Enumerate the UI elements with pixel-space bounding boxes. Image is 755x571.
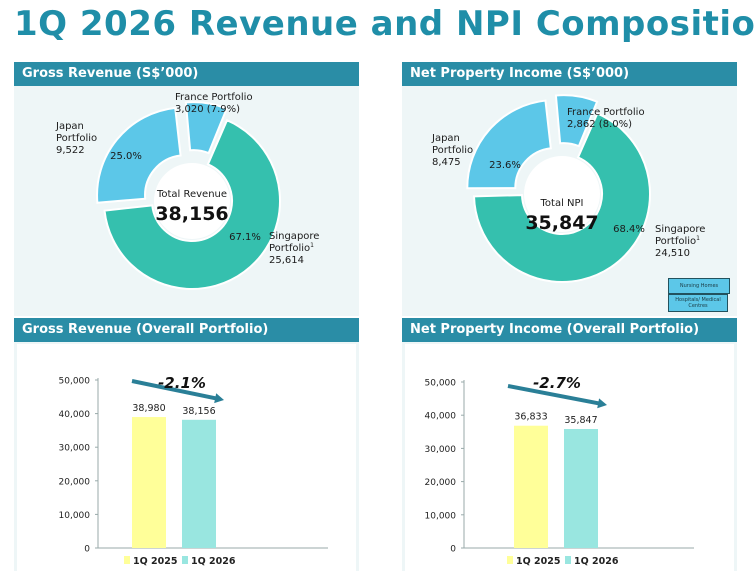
npi-bar-chart: 0 10,000 20,000 30,000 40,000 50,000 36,833 35,…	[425, 374, 694, 567]
singapore-slice	[103, 118, 281, 290]
center-label: Total NPI	[540, 198, 584, 209]
legend-swatch	[182, 556, 188, 564]
japan-slice	[466, 99, 552, 190]
legend-label: 1Q 2025	[133, 556, 177, 567]
bar-value-label: 38,156	[182, 406, 215, 417]
change-label: -2.1%	[158, 374, 206, 392]
trend-arrow-line	[507, 384, 602, 406]
npi-panel: Net Property Income (S$’000) Total NPI 35…	[402, 62, 737, 316]
singapore-value-label: 25,614	[269, 255, 304, 266]
page-title: 1Q 2026 Revenue and NPI Composition	[14, 4, 755, 44]
singapore-name-label: Portfolio1	[655, 235, 700, 247]
nursing-homes-legend: Nursing Homes	[668, 278, 730, 294]
donut-center	[154, 163, 230, 239]
trend-arrow-head	[597, 398, 607, 409]
france-name-label: France Portfolio	[567, 107, 645, 118]
gross-revenue-header: Gross Revenue (S$’000)	[14, 62, 359, 86]
legend-label: 1Q 2026	[574, 556, 619, 567]
trend-arrow-line	[131, 379, 219, 401]
y-tick-label: 10,000	[59, 511, 91, 521]
france-value-label: 3,020 (7.9%)	[175, 104, 240, 115]
singapore-percent-label: 68.4%	[613, 224, 645, 235]
japan-slice	[96, 106, 182, 204]
y-tick-label: 0	[450, 545, 456, 555]
center-value: 35,847	[525, 212, 598, 234]
npi-overall-header: Net Property Income (Overall Portfolio)	[402, 318, 737, 342]
bar-value-label: 38,980	[132, 403, 165, 414]
france-value-label: 2,862 (8.0%)	[567, 119, 632, 130]
singapore-name-label: Singapore	[655, 224, 705, 235]
gross-revenue-bar-chart: 0 10,000 20,000 30,000 40,000 50,000 38,980 38,…	[59, 374, 328, 567]
japan-name-label: Japan	[431, 133, 460, 144]
bar-1q-2025	[514, 425, 548, 548]
bar-1q-2026	[564, 428, 598, 548]
hospitals-legend: Hospitals/ Medical Centres	[668, 294, 728, 312]
gross-revenue-donut-chart: Total Revenue38,15667.1%25.0%SingaporePo…	[55, 92, 319, 290]
japan-name-label: Portfolio	[432, 145, 473, 156]
gross-revenue-overall-panel: Gross Revenue (Overall Portfolio) 0 10,00…	[14, 318, 359, 571]
center-label: Total Revenue	[156, 189, 227, 200]
y-tick-label: 0	[84, 545, 90, 555]
donut-center	[524, 156, 600, 232]
legend-swatch	[124, 556, 130, 564]
gross-revenue-overall-header: Gross Revenue (Overall Portfolio)	[14, 318, 359, 342]
bar-1q-2026	[182, 419, 216, 548]
bar-1q-2025	[132, 417, 166, 548]
singapore-slice	[473, 112, 651, 283]
japan-percent-label: 23.6%	[489, 160, 521, 171]
france-slice	[554, 94, 599, 148]
npi-header: Net Property Income (S$’000)	[402, 62, 737, 86]
y-tick-label: 50,000	[59, 377, 91, 387]
japan-value-label: 8,475	[432, 157, 461, 168]
y-tick-label: 30,000	[59, 444, 91, 454]
singapore-value-label: 24,510	[655, 248, 690, 259]
france-name-label: France Portfolio	[175, 92, 253, 103]
japan-name-label: Japan	[55, 121, 84, 132]
legend-swatch	[565, 556, 571, 564]
gross-revenue-panel: Gross Revenue (S$’000) Total Revenue 38,1…	[14, 62, 359, 316]
y-tick-label: 40,000	[59, 410, 91, 420]
singapore-percent-label: 67.1%	[229, 232, 261, 243]
japan-percent-label: 25.0%	[110, 151, 142, 162]
y-tick-label: 40,000	[425, 412, 457, 422]
y-tick-label: 10,000	[425, 511, 457, 521]
legend-label: 1Q 2025	[516, 556, 560, 567]
bar-value-label: 35,847	[564, 415, 597, 426]
y-tick-label: 20,000	[59, 477, 91, 487]
npi-overall-panel: Net Property Income (Overall Portfolio) …	[402, 318, 737, 571]
singapore-name-label: Portfolio1	[269, 242, 314, 254]
center-value: 38,156	[155, 203, 228, 225]
change-label: -2.7%	[533, 374, 581, 392]
legend-swatch	[507, 556, 513, 564]
legend-label: 1Q 2026	[191, 556, 236, 567]
japan-name-label: Portfolio	[56, 133, 97, 144]
japan-value-label: 9,522	[56, 145, 85, 156]
bar-value-label: 36,833	[514, 412, 547, 423]
y-tick-label: 20,000	[425, 478, 457, 488]
trend-arrow-head	[214, 393, 224, 404]
y-tick-label: 30,000	[425, 445, 457, 455]
france-slice	[184, 101, 229, 155]
singapore-name-label: Singapore	[269, 231, 319, 242]
y-tick-label: 50,000	[425, 379, 457, 389]
